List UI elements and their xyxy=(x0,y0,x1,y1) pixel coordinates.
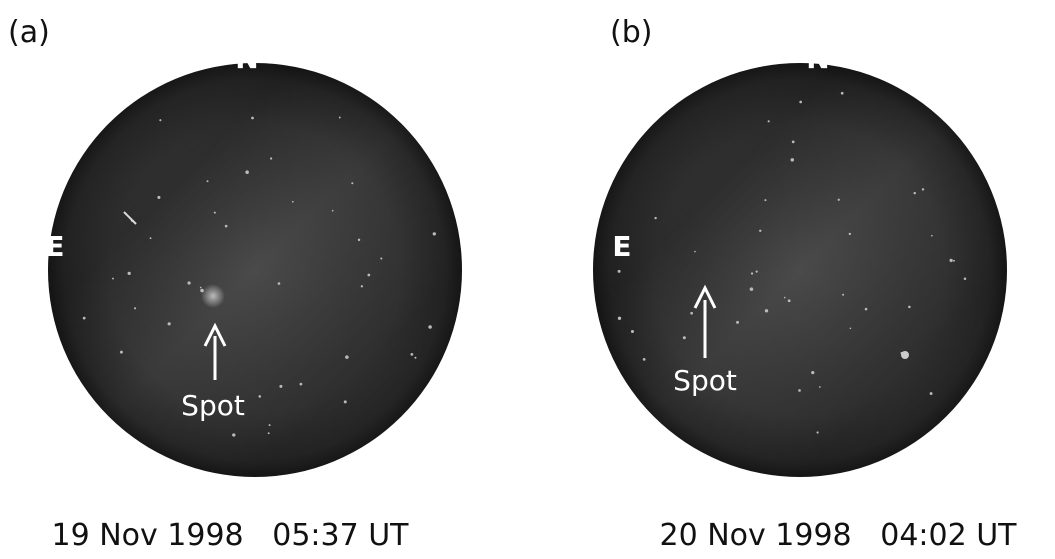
star xyxy=(187,281,190,284)
star xyxy=(964,278,967,281)
panel-label: (b) xyxy=(610,15,652,50)
star xyxy=(683,336,686,339)
star xyxy=(618,317,621,320)
star xyxy=(269,424,271,426)
north-label: N xyxy=(806,42,829,75)
caption: 19 Nov 1998 05:37 UT xyxy=(51,518,409,553)
star xyxy=(200,287,202,289)
panel-label: (a) xyxy=(8,15,50,50)
star xyxy=(913,192,915,194)
star xyxy=(150,237,152,239)
star xyxy=(736,321,739,324)
star xyxy=(838,199,840,201)
spot-label: Spot xyxy=(673,364,737,397)
star xyxy=(128,272,131,275)
star xyxy=(751,272,753,274)
star xyxy=(270,157,272,159)
star xyxy=(367,274,370,277)
star xyxy=(339,117,341,119)
star xyxy=(268,432,270,434)
star xyxy=(344,400,347,403)
star xyxy=(850,328,852,330)
star xyxy=(251,117,254,120)
star xyxy=(791,158,794,161)
panel-b: (b) N E Spot 20 Nov 1998 04:02 UT xyxy=(593,15,1017,553)
star xyxy=(258,395,261,398)
star xyxy=(358,239,360,241)
star xyxy=(618,270,621,273)
star xyxy=(799,101,802,104)
figure: (a) N E Spot 19 Nov 1998 05:37 UT (b) N … xyxy=(0,0,1055,559)
star xyxy=(245,170,249,174)
star xyxy=(433,232,436,235)
star xyxy=(428,325,432,329)
star xyxy=(351,182,353,184)
star xyxy=(819,386,821,388)
star xyxy=(278,282,281,285)
star xyxy=(768,120,770,122)
star xyxy=(690,312,693,315)
star xyxy=(922,188,924,190)
star xyxy=(83,317,86,320)
star xyxy=(908,306,911,309)
star xyxy=(643,358,646,361)
star xyxy=(414,357,416,359)
sky-shading xyxy=(593,63,1007,477)
star xyxy=(901,351,909,359)
star xyxy=(949,259,952,262)
star xyxy=(654,217,656,219)
star xyxy=(159,119,161,121)
star xyxy=(214,212,216,214)
star xyxy=(207,180,209,182)
star xyxy=(410,353,413,356)
star xyxy=(345,355,349,359)
star xyxy=(792,140,795,143)
star xyxy=(759,230,761,232)
star xyxy=(631,330,634,333)
star xyxy=(764,199,766,201)
star xyxy=(784,297,786,299)
star xyxy=(225,225,228,228)
star xyxy=(756,271,758,273)
star xyxy=(279,385,282,388)
star xyxy=(120,351,123,354)
star xyxy=(361,285,363,287)
star xyxy=(157,196,160,199)
star xyxy=(798,389,801,392)
star xyxy=(292,201,294,203)
spot-glow xyxy=(201,284,225,308)
star xyxy=(300,383,303,386)
star xyxy=(930,392,933,395)
star xyxy=(168,322,171,325)
star xyxy=(694,251,696,253)
star xyxy=(112,278,114,280)
star xyxy=(380,258,382,260)
spot-label: Spot xyxy=(181,389,245,422)
north-label: N xyxy=(235,42,258,75)
star xyxy=(765,309,768,312)
star xyxy=(865,308,868,311)
star xyxy=(788,299,791,302)
caption: 20 Nov 1998 04:02 UT xyxy=(659,518,1017,553)
star xyxy=(750,287,754,291)
star xyxy=(232,433,235,436)
east-label: E xyxy=(612,230,631,263)
star xyxy=(816,431,818,433)
star xyxy=(134,307,136,309)
star xyxy=(841,92,844,95)
star xyxy=(842,294,844,296)
star xyxy=(811,371,814,374)
star xyxy=(849,233,851,235)
star xyxy=(332,210,334,212)
sky-shading xyxy=(48,63,462,477)
panel-a: (a) N E Spot 19 Nov 1998 05:37 UT xyxy=(8,15,462,553)
star xyxy=(953,260,955,262)
east-label: E xyxy=(45,230,64,263)
star xyxy=(931,235,933,237)
